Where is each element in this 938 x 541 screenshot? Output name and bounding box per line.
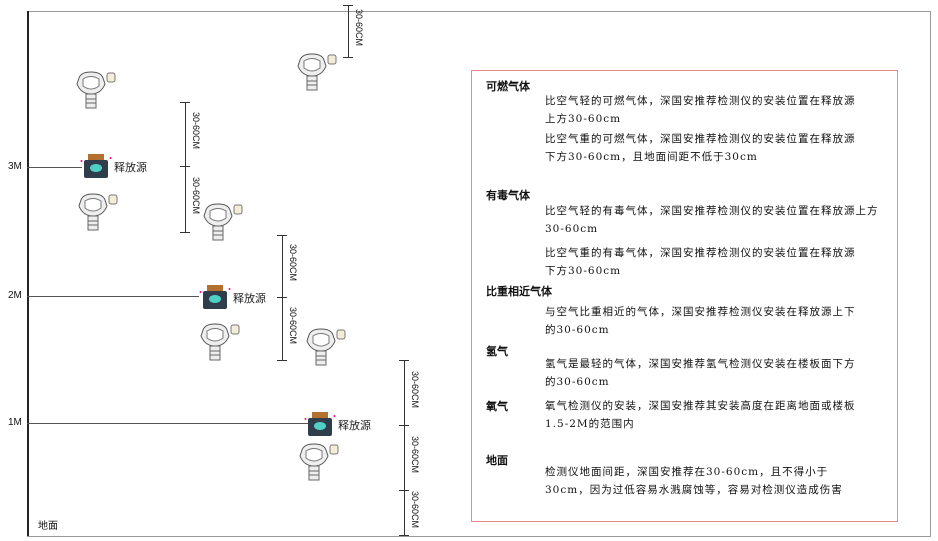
ground-label: 地面 bbox=[38, 521, 58, 532]
ceiling-line bbox=[27, 11, 931, 12]
gas-detector-icon bbox=[296, 442, 340, 482]
dimension-line bbox=[399, 360, 409, 426]
recommendation-panel: 可燃气体 比空气轻的可燃气体，深国安推荐检测仪的安装位置在释放源上方30-60c… bbox=[471, 70, 898, 522]
wall-line bbox=[27, 11, 29, 537]
similar-text: 与空气比重相近的气体，深国安推荐检测仪安装在释放源上下的30-60cm bbox=[545, 306, 856, 336]
dimension-tick bbox=[399, 425, 409, 426]
dimension-tick bbox=[277, 235, 287, 236]
dimension-tick bbox=[180, 102, 190, 103]
combustible-heavy-text: 比空气重的可燃气体，深国安推荐检测仪的安装位置在释放源下方30-60cm，且地面… bbox=[545, 133, 856, 163]
dimension-label: 30-60CM bbox=[191, 112, 201, 150]
heading-ground: 地面 bbox=[486, 454, 508, 467]
level-3m-label: 3M bbox=[8, 161, 22, 172]
gas-detector-icon bbox=[200, 202, 244, 242]
dimension-tick bbox=[343, 5, 353, 6]
release-source-label-1m: 释放源 bbox=[338, 419, 371, 432]
dimension-label: 30-60CM bbox=[288, 244, 298, 282]
gas-detector-icon bbox=[73, 70, 117, 110]
heading-similar: 比重相近气体 bbox=[486, 285, 552, 298]
combustible-light-text: 比空气轻的可燃气体，深国安推荐检测仪的安装位置在释放源上方30-60cm bbox=[545, 95, 856, 125]
dimension-label: 30-60CM bbox=[410, 490, 420, 528]
dimension-tick bbox=[180, 232, 190, 233]
dimension-line bbox=[277, 235, 287, 298]
dimension-tick bbox=[399, 360, 409, 361]
toxic-light-text: 比空气轻的有毒气体，深国安推荐检测仪的安装位置在释放源上方30-60cm bbox=[545, 205, 879, 235]
level-1m-line bbox=[27, 423, 309, 424]
dimension-tick bbox=[277, 360, 287, 361]
gas-detector-icon bbox=[303, 327, 347, 367]
level-1m-label: 1M bbox=[8, 417, 22, 428]
dimension-line bbox=[343, 5, 353, 58]
dimension-line bbox=[399, 490, 409, 536]
heading-oxygen: 氧气 bbox=[486, 400, 508, 413]
floor-line bbox=[27, 536, 931, 537]
dimension-label: 30-60CM bbox=[354, 9, 364, 47]
dimension-line bbox=[277, 297, 287, 361]
release-source-icon bbox=[304, 411, 336, 437]
level-3m-line bbox=[27, 167, 82, 168]
hydrogen-text: 氢气是最轻的气体，深国安推荐氢气检测仪安装在楼板面下方的30-60cm bbox=[545, 358, 856, 388]
dimension-tick bbox=[399, 535, 409, 536]
dimension-line bbox=[399, 425, 409, 491]
heading-hydrogen: 氢气 bbox=[486, 345, 508, 358]
right-wall-line bbox=[930, 11, 931, 537]
oxygen-text: 氧气检测仪的安装，深国安推荐其安装高度在距离地面或楼板1.5-2M的范围内 bbox=[545, 400, 856, 430]
level-2m-label: 2M bbox=[8, 290, 22, 301]
release-source-label-2m: 释放源 bbox=[233, 292, 266, 305]
heading-combustible: 可燃气体 bbox=[486, 80, 530, 93]
level-2m-line bbox=[27, 296, 199, 297]
dimension-tick bbox=[277, 297, 287, 298]
release-source-icon bbox=[80, 153, 112, 179]
dimension-label: 30-60CM bbox=[410, 370, 420, 408]
release-source-icon bbox=[199, 284, 231, 310]
gas-detector-icon bbox=[197, 322, 241, 362]
dimension-line bbox=[180, 166, 190, 233]
dimension-tick bbox=[343, 57, 353, 58]
release-source-label-3m: 释放源 bbox=[114, 161, 147, 174]
gas-detector-icon bbox=[75, 192, 119, 232]
dimension-line bbox=[180, 102, 190, 167]
toxic-heavy-text: 比空气重的有毒气体，深国安推荐检测仪的安装位置在释放源下方30-60cm bbox=[545, 247, 856, 277]
dimension-tick bbox=[399, 490, 409, 491]
ground-text: 检测仪地面间距，深国安推荐在30-60cm，且不得小于30cm，因为过低容易水溅… bbox=[545, 466, 843, 496]
dimension-tick bbox=[180, 166, 190, 167]
dimension-label: 30-60CM bbox=[288, 306, 298, 344]
heading-toxic: 有毒气体 bbox=[486, 189, 530, 202]
dimension-label: 30-60CM bbox=[410, 435, 420, 473]
gas-detector-icon bbox=[294, 52, 338, 92]
